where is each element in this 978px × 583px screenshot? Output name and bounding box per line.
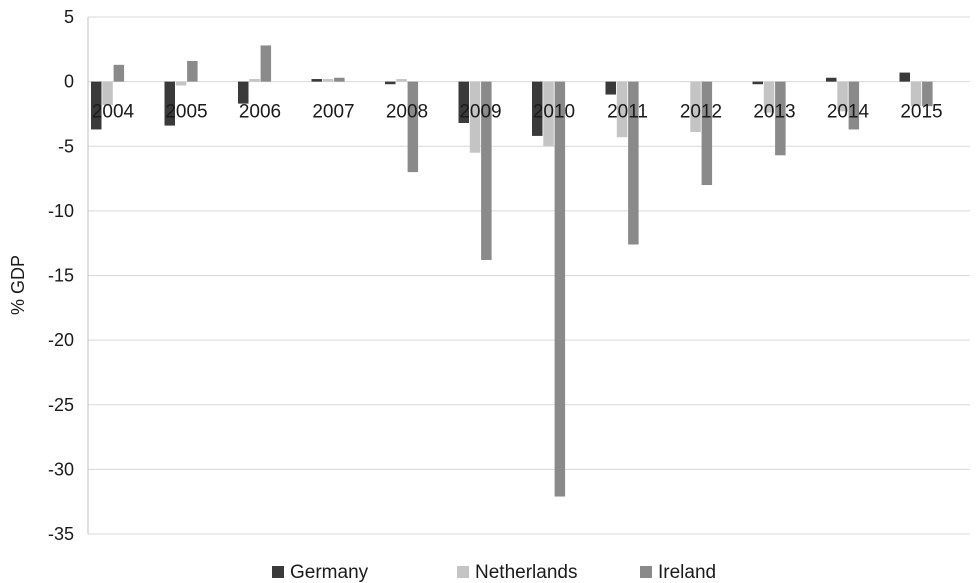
bar-germany-2008 [385,81,396,85]
y-tick-label: -10 [48,201,74,221]
x-category-label: 2014 [827,102,870,123]
bar-netherlands-2008 [396,79,407,82]
bar-netherlands-2005 [175,81,187,86]
y-tick-label: -35 [48,524,74,544]
x-category-label: 2011 [607,102,648,123]
bar-netherlands-2015 [910,81,922,107]
x-category-label: 2005 [165,102,207,123]
bar-ireland-2013 [775,81,786,156]
x-category-label: 2004 [92,102,135,123]
bars [91,45,933,497]
x-category-label: 2015 [900,102,942,123]
y-axis-title: % GDP [8,255,28,315]
bar-germany-2004 [91,81,102,130]
bar-ireland-2014 [848,81,860,130]
bar-ireland-2008 [407,81,419,173]
bar-ireland-2015 [922,81,933,107]
bar-ireland-2004 [113,64,125,82]
legend-label-ireland: Ireland [658,562,716,583]
bar-germany-2007 [311,79,322,82]
x-category-label: 2008 [386,102,428,123]
bar-ireland-2007 [334,77,345,82]
bar-netherlands-2009 [469,81,481,153]
y-tick-label: 5 [64,7,74,27]
gridlines [88,16,970,535]
legend-swatch-ireland [640,566,652,578]
bar-ireland-2010 [554,81,566,497]
y-tick-label: -20 [48,330,74,350]
legend-swatch-netherlands [457,566,469,578]
bar-germany-2015 [899,72,910,82]
bar-ireland-2006 [260,45,272,82]
legend-swatch-germany [272,566,284,578]
bar-ireland-2005 [187,60,198,82]
bar-germany-2010 [532,81,543,136]
y-tick-labels: 5 0 -5 -10 -15 -20 -25 -30 -35 [48,7,74,544]
bar-ireland-2009 [481,81,492,260]
bar-netherlands-2010 [543,81,554,147]
x-category-label: 2006 [239,102,281,123]
y-tick-label: -30 [48,459,74,479]
legend-label-netherlands: Netherlands [475,562,577,583]
bar-netherlands-2007 [322,79,334,82]
y-tick-label: -5 [58,136,74,156]
legend-label-germany: Germany [290,562,369,583]
bar-ireland-2011 [628,81,639,245]
bar-germany-2005 [164,81,175,126]
bar-netherlands-2006 [249,79,260,82]
bar-germany-2014 [826,77,837,82]
bar-netherlands-2011 [616,81,628,138]
x-category-labels: 2004 2005 2006 2007 2008 2009 2010 2011 2012 2013… [92,102,943,123]
y-tick-label: 0 [64,72,74,92]
bar-germany-2013 [752,81,763,85]
x-category-label: 2007 [312,102,354,123]
x-category-label: 2012 [680,102,722,123]
bar-germany-2011 [605,81,616,95]
bar-netherlands-2014 [837,81,848,112]
bar-netherlands-2013 [763,81,775,113]
bar-ireland-2012 [701,81,713,186]
y-tick-label: -15 [48,266,74,286]
bar-netherlands-2004 [102,81,113,105]
bar-germany-2006 [238,81,249,104]
x-category-label: 2013 [753,102,795,123]
x-category-label: 2009 [459,102,501,123]
legend: Germany Netherlands Ireland [272,562,716,583]
bar-germany-2009 [458,81,469,123]
bar-netherlands-2012 [690,81,701,133]
y-tick-label: -25 [48,395,74,415]
x-category-label: 2010 [533,102,575,123]
